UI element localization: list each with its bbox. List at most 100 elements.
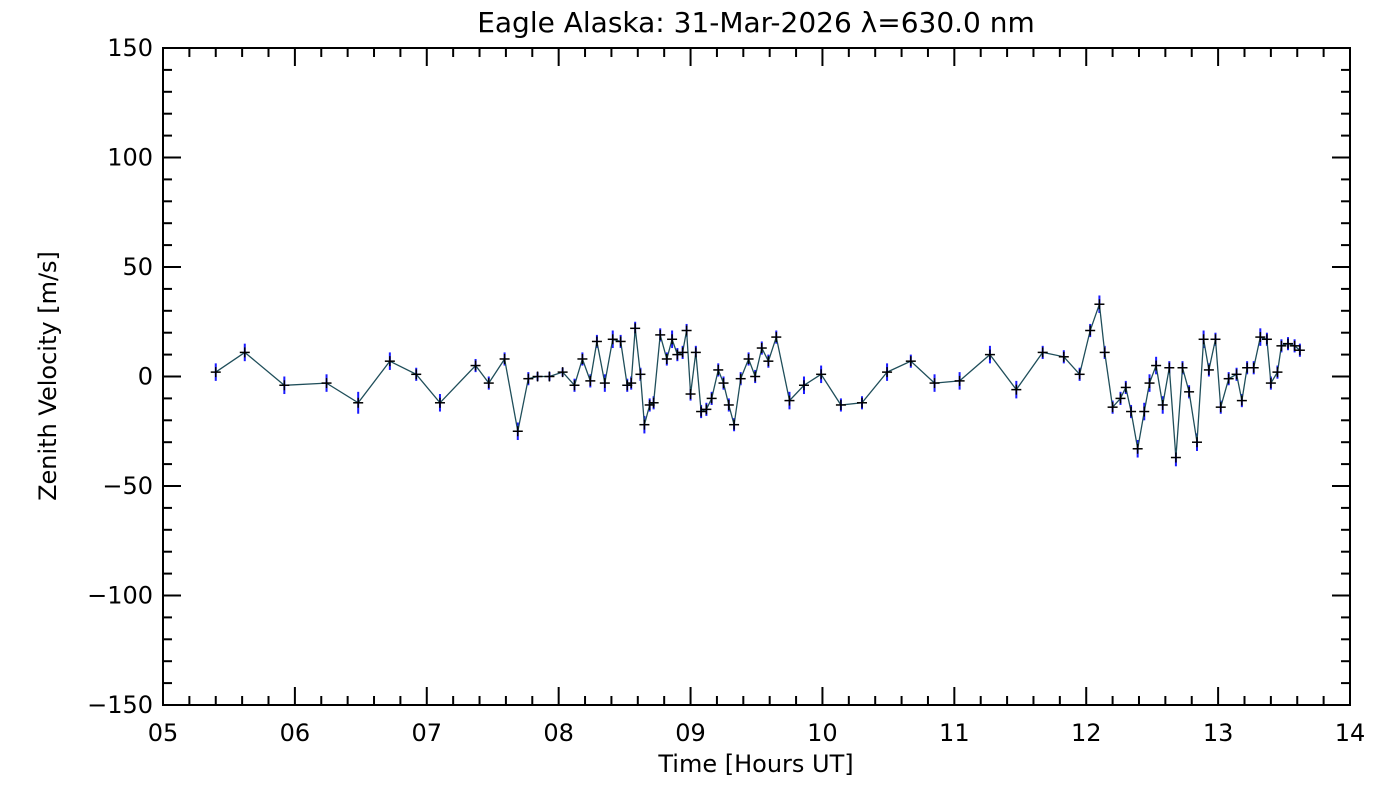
data-point [626, 378, 637, 389]
data-point [655, 329, 666, 340]
data-point [1198, 334, 1209, 345]
data-point [771, 332, 782, 343]
x-tick-label: 06 [280, 719, 311, 747]
data-point [1144, 378, 1155, 389]
data-series [210, 295, 1305, 467]
series-line [215, 303, 1301, 458]
data-point [929, 378, 940, 389]
data-point [639, 419, 650, 430]
data-point [1231, 369, 1242, 380]
data-point [1248, 362, 1259, 373]
data-point [1210, 334, 1221, 345]
data-point [1157, 399, 1168, 410]
data-point [763, 356, 774, 367]
data-point [1094, 299, 1105, 310]
data-point [1236, 395, 1247, 406]
data-point [1283, 338, 1294, 349]
data-point [1192, 437, 1203, 448]
data-point [615, 336, 626, 347]
y-axis: −150 −100 −50 0 50 100 150 [87, 34, 1350, 719]
x-tick-label: 10 [807, 719, 838, 747]
data-point [1132, 443, 1143, 454]
data-point [607, 334, 618, 345]
data-point [1115, 393, 1126, 404]
x-tick-label: 05 [148, 719, 179, 747]
data-point [718, 378, 729, 389]
data-point [672, 349, 683, 360]
data-point [954, 375, 965, 386]
data-point [681, 325, 692, 336]
y-tick-label: 50 [122, 253, 153, 281]
data-point [512, 426, 523, 437]
data-point [557, 367, 568, 378]
data-point [677, 347, 688, 358]
data-point [585, 375, 596, 386]
data-point [1011, 384, 1022, 395]
data-point [1177, 362, 1188, 373]
data-point [630, 323, 641, 334]
data-point [667, 334, 678, 345]
data-point [1139, 406, 1150, 417]
data-point [1151, 360, 1162, 371]
data-point [1215, 402, 1226, 413]
data-point [1120, 382, 1131, 393]
data-point [1223, 373, 1234, 384]
data-point [353, 397, 364, 408]
data-point [1272, 367, 1283, 378]
data-point [706, 393, 717, 404]
data-point [1074, 369, 1085, 380]
x-tick-label: 07 [412, 719, 443, 747]
data-point [1164, 362, 1175, 373]
data-point [1058, 351, 1069, 362]
x-tick-label: 12 [1071, 719, 1102, 747]
data-point [532, 371, 543, 382]
data-point [729, 419, 740, 430]
data-point [411, 369, 422, 380]
data-point [569, 380, 580, 391]
data-point [696, 406, 707, 417]
data-point [750, 371, 761, 382]
x-tick-label: 13 [1203, 719, 1234, 747]
y-tick-label: 0 [138, 363, 153, 391]
data-point [483, 378, 494, 389]
data-point [798, 380, 809, 391]
y-tick-label: −100 [87, 582, 153, 610]
data-point [743, 353, 754, 364]
data-point [384, 356, 395, 367]
x-tick-label: 11 [939, 719, 970, 747]
data-point [661, 353, 672, 364]
data-point [591, 336, 602, 347]
data-point [784, 395, 795, 406]
data-point [1255, 332, 1266, 343]
data-point [835, 399, 846, 410]
x-tick-label: 09 [675, 719, 706, 747]
data-point [434, 397, 445, 408]
data-point [1289, 340, 1300, 351]
y-tick-label: −50 [102, 472, 153, 500]
y-tick-label: 150 [107, 34, 153, 62]
x-tick-label: 14 [1335, 719, 1366, 747]
data-point [321, 378, 332, 389]
data-point [685, 389, 696, 400]
data-point [1107, 402, 1118, 413]
data-point [690, 347, 701, 358]
data-point [882, 367, 893, 378]
x-axis: 05 06 07 08 09 10 11 12 13 14 [148, 48, 1366, 747]
data-point [1085, 325, 1096, 336]
data-point [1170, 452, 1181, 463]
data-point [857, 397, 868, 408]
data-point [210, 367, 221, 378]
data-point [701, 404, 712, 415]
data-point [905, 356, 916, 367]
data-point [816, 369, 827, 380]
data-point [1099, 347, 1110, 358]
data-point [1184, 386, 1195, 397]
data-point [635, 369, 646, 380]
data-point [599, 378, 610, 389]
y-tick-label: −150 [87, 691, 153, 719]
data-point [279, 380, 290, 391]
data-point [713, 364, 724, 375]
data-point [756, 343, 767, 354]
y-axis-label: Zenith Velocity [m/s] [34, 251, 62, 501]
data-point [1126, 406, 1137, 417]
